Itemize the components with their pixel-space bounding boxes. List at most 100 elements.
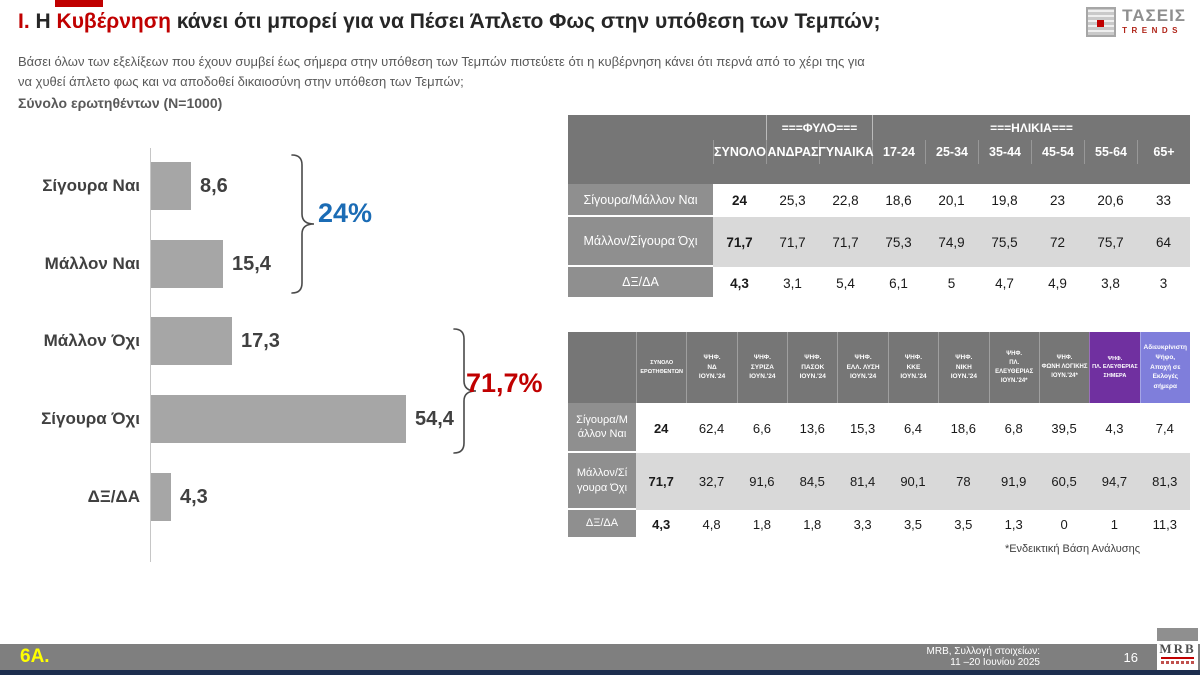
cell: 3,1 [783,275,802,291]
party-header-row: ΣΥΝΟΛΟ ΕΡΩΤΗΘΕΝΤΩΝ ΨΗΦ. ΝΔ ΙΟΥΝ.'24 ΨΗΦ. Σ… [568,332,1190,403]
cell: 71,7 [726,234,753,250]
cell: 84,5 [799,474,825,489]
cell: 6,6 [752,420,771,436]
row-label: Σίγουρα/Μάλλον Ναι [568,184,713,217]
chart-axis-line [150,148,151,562]
cell: 5 [947,275,956,291]
mrb-logo-microtext [1161,661,1194,664]
demographics-column-header-row: ΣΥΝΟΛΟ ΑΝΔΡΑΣ ΓΥΝΑΙΚΑ 17-24 25-34 35-44 45-54 5… [568,140,1190,164]
bar-value-label: 17,3 [241,330,280,352]
cell: 62,4 [698,420,725,436]
cell: 7,4 [1155,420,1174,436]
cell: 75,5 [991,234,1018,250]
cell: 4,3 [730,275,749,291]
group-header-spacer [568,115,766,140]
slide-code: 6Α. [20,646,50,667]
group-header: ===ΗΛΙΚΙΑ=== [872,115,1190,140]
cell: 20,6 [1097,193,1124,208]
column-header: 35-44 [978,140,1031,164]
table-row: Μάλλον/Σί γουρα Όχι 71,7 32,7 91,6 84,5 81,4 9… [568,453,1190,510]
cell: 1 [1110,517,1119,532]
party-header-spacer [568,332,636,403]
party-table: ΣΥΝΟΛΟ ΕΡΩΤΗΘΕΝΤΩΝ ΨΗΦ. ΝΔ ΙΟΥΝ.'24 ΨΗΦ. Σ… [568,332,1190,539]
taseis-logo-sub: TRENDS [1122,26,1183,35]
demographics-table: ===ΦΥΛΟ=== ===ΗΛΙΚΙΑ=== ΣΥΝΟΛΟ ΑΝΔΡΑΣ ΓΥΝΑΙ… [568,115,1190,299]
cell: 6,1 [889,275,908,291]
cell: 1,3 [1004,517,1023,532]
cell: 22,8 [832,193,859,208]
row-label: Μάλλον/Σίγουρα Όχι [568,217,713,267]
cell: 94,7 [1101,474,1128,489]
party-column-header: ΣΥΝΟΛΟ ΕΡΩΤΗΘΕΝΤΩΝ [636,332,687,403]
footer-source-line-2: 11 –20 Ιουνίου 2025 [950,657,1040,668]
cell: 39,5 [1051,420,1077,436]
mrb-logo-block [1157,628,1198,641]
party-table-footnote: *Ενδεικτική Βάση Ανάλυσης [1004,543,1140,555]
cell: 6,4 [903,420,923,436]
row-label: Σίγουρα/Μ άλλον Ναι [568,403,636,453]
top-accent-bar [55,0,103,7]
cell: 81,4 [849,474,876,489]
column-header: ΑΝΔΡΑΣ [766,140,819,164]
question-line-1: Βάσει όλων των εξελίξεων που έχουν συμβε… [18,54,865,69]
party-column-header: Αδιευκρίνιστη Ψήφο, Αποχή σε Εκλογές σήμ… [1139,332,1190,403]
column-header: 65+ [1137,140,1190,164]
title-rest: κάνει ότι μπορεί για να Πέσει Άπλετο Φως… [176,10,881,33]
bar-category-label: ΔΞ/ΔΑ [87,487,140,506]
cell: 71,7 [832,234,859,250]
page-title: I. Η Κυβέρνηση κάνει ότι μπορεί για να Π… [18,10,881,34]
row-label: ΔΞ/ΔΑ [568,510,636,539]
bar-value-label: 54,4 [415,408,454,430]
demographics-group-header-row: ===ΦΥΛΟ=== ===ΗΛΙΚΙΑ=== [568,115,1190,140]
title-article: Η [35,10,51,33]
cell: 4,3 [1105,420,1124,436]
cell: 1,8 [803,517,822,532]
title-prefix: I. [18,10,30,33]
mrb-logo-rule [1161,657,1194,659]
taseis-logo-icon [1086,7,1117,37]
yes-total-label: 24% [318,198,373,228]
party-column-header: ΨΗΦ. ΝΔ ΙΟΥΝ.'24 [686,332,737,403]
cell: 91,6 [749,474,775,489]
cell: 64 [1155,234,1172,250]
cell: 81,3 [1152,474,1178,489]
cell: 75,3 [885,234,912,250]
cell: 0 [1060,517,1068,532]
cell: 33 [1155,193,1172,208]
table-row: ΔΞ/ΔΑ 4,3 3,1 5,4 6,1 5 4,7 4,9 3,8 3 [568,267,1190,299]
cell: 13,6 [799,420,825,436]
cell: 3,8 [1101,275,1120,291]
cell: 19,8 [991,193,1018,208]
yes-group-brace [291,154,315,294]
cell: 20,1 [938,193,965,208]
demographics-table-body: Σίγουρα/Μάλλον Ναι 24 25,3 22,8 18,6 20,1 19,8… [568,184,1190,299]
row-label: ΔΞ/ΔΑ [568,267,713,299]
party-column-header: ΨΗΦ. ΝΙΚΗ ΙΟΥΝ.'24 [938,332,989,403]
row-label: Μάλλον/Σί γουρα Όχι [568,453,636,510]
bar-category-label: Μάλλον Ναι [44,254,140,273]
cell: 60,5 [1051,474,1077,489]
party-column-header: ΨΗΦ. ΠΑΣΟΚ ΙΟΥΝ.'24 [787,332,838,403]
cell: 24 [731,193,748,208]
cell: 11,3 [1152,517,1177,532]
column-header: 25-34 [925,140,978,164]
column-header: 55-64 [1084,140,1137,164]
bottom-accent-bar [0,670,1200,675]
footer-source-line-1: MRB, Συλλογή στοιχείων: [926,646,1040,657]
cell: 72 [1049,234,1066,250]
bar [151,473,171,521]
cell: 4,7 [995,275,1014,291]
column-header: 17-24 [872,140,925,164]
cell: 5,4 [836,275,855,291]
cell: 90,1 [900,474,926,489]
cell: 15,3 [849,420,876,436]
cell: 1,8 [752,517,771,532]
table-row: Σίγουρα/Μάλλον Ναι 24 25,3 22,8 18,6 20,1 19,8… [568,184,1190,217]
no-total-label: 71,7% [466,368,543,398]
cell: 4,3 [652,517,671,532]
footer-source: MRB, Συλλογή στοιχείων: 11 –20 Ιουνίου 2… [927,646,1040,668]
cell: 25,3 [779,193,806,208]
taseis-logo-name: ΤΑΣΕΙΣ [1122,6,1186,25]
bar [151,395,406,443]
party-column-header: ΨΗΦ. ΦΩΝΗ ΛΟΓΙΚΗΣ ΙΟΥΝ.'24* [1038,332,1090,403]
